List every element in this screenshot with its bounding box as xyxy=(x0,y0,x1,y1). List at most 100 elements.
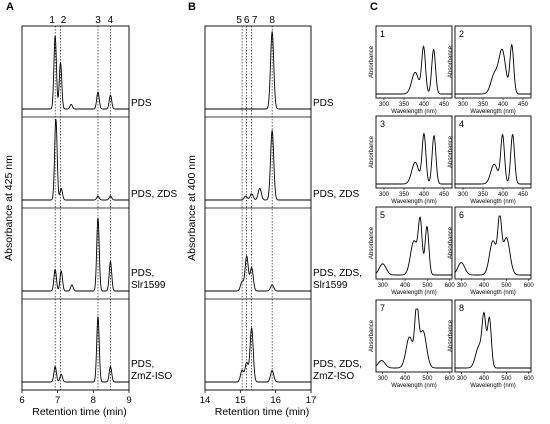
spectrum-frame xyxy=(375,299,453,373)
spectrum-frame xyxy=(454,206,532,280)
y-axis-title: Absorbance xyxy=(369,226,375,259)
spectrum-trace xyxy=(375,216,452,276)
spectrum-trace xyxy=(455,133,531,185)
x-tick-label: 15 xyxy=(235,395,246,406)
spectrum-frame xyxy=(375,206,453,280)
spectrum-label: 7 xyxy=(380,303,385,313)
chromatogram-trace xyxy=(205,30,311,110)
x-tick-label: 400 xyxy=(419,192,430,198)
x-tick-label: 9 xyxy=(126,395,131,406)
x-tick-label: 350 xyxy=(478,102,489,108)
x-tick-label: 8 xyxy=(91,395,96,406)
x-tick-label: 500 xyxy=(501,283,512,289)
x-tick-label: 400 xyxy=(419,102,430,108)
x-tick-label: 300 xyxy=(457,376,468,382)
peak-label: 2 xyxy=(61,15,67,26)
x-tick-label: 17 xyxy=(306,395,317,406)
spectrum-plot: 5 300 400 500 600 Wavelength (nm) Absorbance xyxy=(369,206,456,296)
x-axis-title: Wavelength (nm) xyxy=(391,109,436,115)
trace-label: ZmZ-ISO xyxy=(313,371,354,382)
x-tick-label: 400 xyxy=(479,376,490,382)
x-tick-label: 450 xyxy=(518,192,529,198)
x-tick-label: 350 xyxy=(478,192,489,198)
chromatogram-trace xyxy=(205,129,311,201)
x-tick-label: 600 xyxy=(524,283,535,289)
trace-label: PDS, ZDS xyxy=(313,189,359,200)
x-axis-title: Wavelength (nm) xyxy=(470,199,515,205)
peak-label: 7 xyxy=(252,15,258,26)
x-axis-title: Retention time (min) xyxy=(215,406,310,418)
x-axis-title: Wavelength (nm) xyxy=(470,383,515,389)
x-tick-label: 7 xyxy=(55,395,60,406)
x-tick-label: 350 xyxy=(399,102,410,108)
x-tick-label: 300 xyxy=(378,283,389,289)
x-tick-label: 500 xyxy=(501,376,512,382)
x-tick-label: 300 xyxy=(379,102,390,108)
trace-label: Slr1599 xyxy=(131,280,166,291)
peak-label: 8 xyxy=(269,15,275,26)
x-tick-label: 400 xyxy=(400,283,411,289)
x-tick-label: 400 xyxy=(479,283,490,289)
x-tick-label: 450 xyxy=(439,192,450,198)
x-tick-label: 300 xyxy=(378,376,389,382)
y-axis-title: Absorbance xyxy=(369,135,375,168)
spectrum-label: 6 xyxy=(459,210,464,220)
spectrum-trace xyxy=(455,311,531,369)
chromatogram-trace xyxy=(205,255,311,292)
trace-label: PDS xyxy=(313,98,334,109)
x-tick-label: 500 xyxy=(422,283,433,289)
spectrum-frame xyxy=(375,25,453,99)
y-axis-title: Absorbance xyxy=(448,319,454,352)
trace-label: PDS xyxy=(131,98,152,109)
x-tick-label: 14 xyxy=(200,395,211,406)
x-tick-label: 600 xyxy=(524,376,535,382)
spectrum-trace xyxy=(455,43,531,95)
spectrum-label: 5 xyxy=(380,210,385,220)
trace-label: ZmZ-ISO xyxy=(131,371,172,382)
x-tick-label: 600 xyxy=(445,376,456,382)
peak-label: 4 xyxy=(108,15,114,26)
peak-label: 6 xyxy=(244,15,250,26)
x-tick-label: 300 xyxy=(458,192,469,198)
chromatogram-trace xyxy=(22,35,129,110)
x-tick-label: 450 xyxy=(439,102,450,108)
y-axis-title: Absorbance at 400 nm xyxy=(186,155,198,261)
spectrum-frame xyxy=(454,299,532,373)
spectrum-label: 2 xyxy=(459,29,464,39)
x-axis-title: Wavelength (nm) xyxy=(391,383,436,389)
y-axis-title: Absorbance xyxy=(448,45,454,78)
spectrum-trace xyxy=(375,308,452,369)
x-tick-label: 400 xyxy=(400,376,411,382)
trace-label: PDS, xyxy=(131,268,154,279)
spectrum-trace xyxy=(376,132,452,185)
x-tick-label: 450 xyxy=(518,102,529,108)
x-tick-label: 500 xyxy=(422,376,433,382)
panel-letter: A xyxy=(6,1,14,13)
panel-letter: C xyxy=(370,1,378,13)
spectrum-label: 3 xyxy=(380,119,385,129)
x-tick-label: 600 xyxy=(445,283,456,289)
x-tick-label: 300 xyxy=(458,102,469,108)
chromatogram-trace xyxy=(22,119,129,201)
spectrum-label: 4 xyxy=(459,119,464,129)
trace-label: PDS, ZDS, xyxy=(313,268,362,279)
spectrum-trace xyxy=(454,215,531,276)
y-axis-title: Absorbance xyxy=(448,135,454,168)
x-axis-title: Wavelength (nm) xyxy=(470,109,515,115)
x-tick-label: 300 xyxy=(457,283,468,289)
x-axis-title: Wavelength (nm) xyxy=(391,290,436,296)
spectrum-plot: 8 300 400 500 600 Wavelength (nm) Absorbance xyxy=(448,299,535,389)
panel-letter: B xyxy=(188,1,196,13)
peak-label: 3 xyxy=(95,15,101,26)
chromatogram-trace xyxy=(205,326,311,383)
trace-label: PDS, ZDS xyxy=(131,189,177,200)
trace-label: PDS, xyxy=(131,359,154,370)
spectrum-frame xyxy=(454,25,532,99)
